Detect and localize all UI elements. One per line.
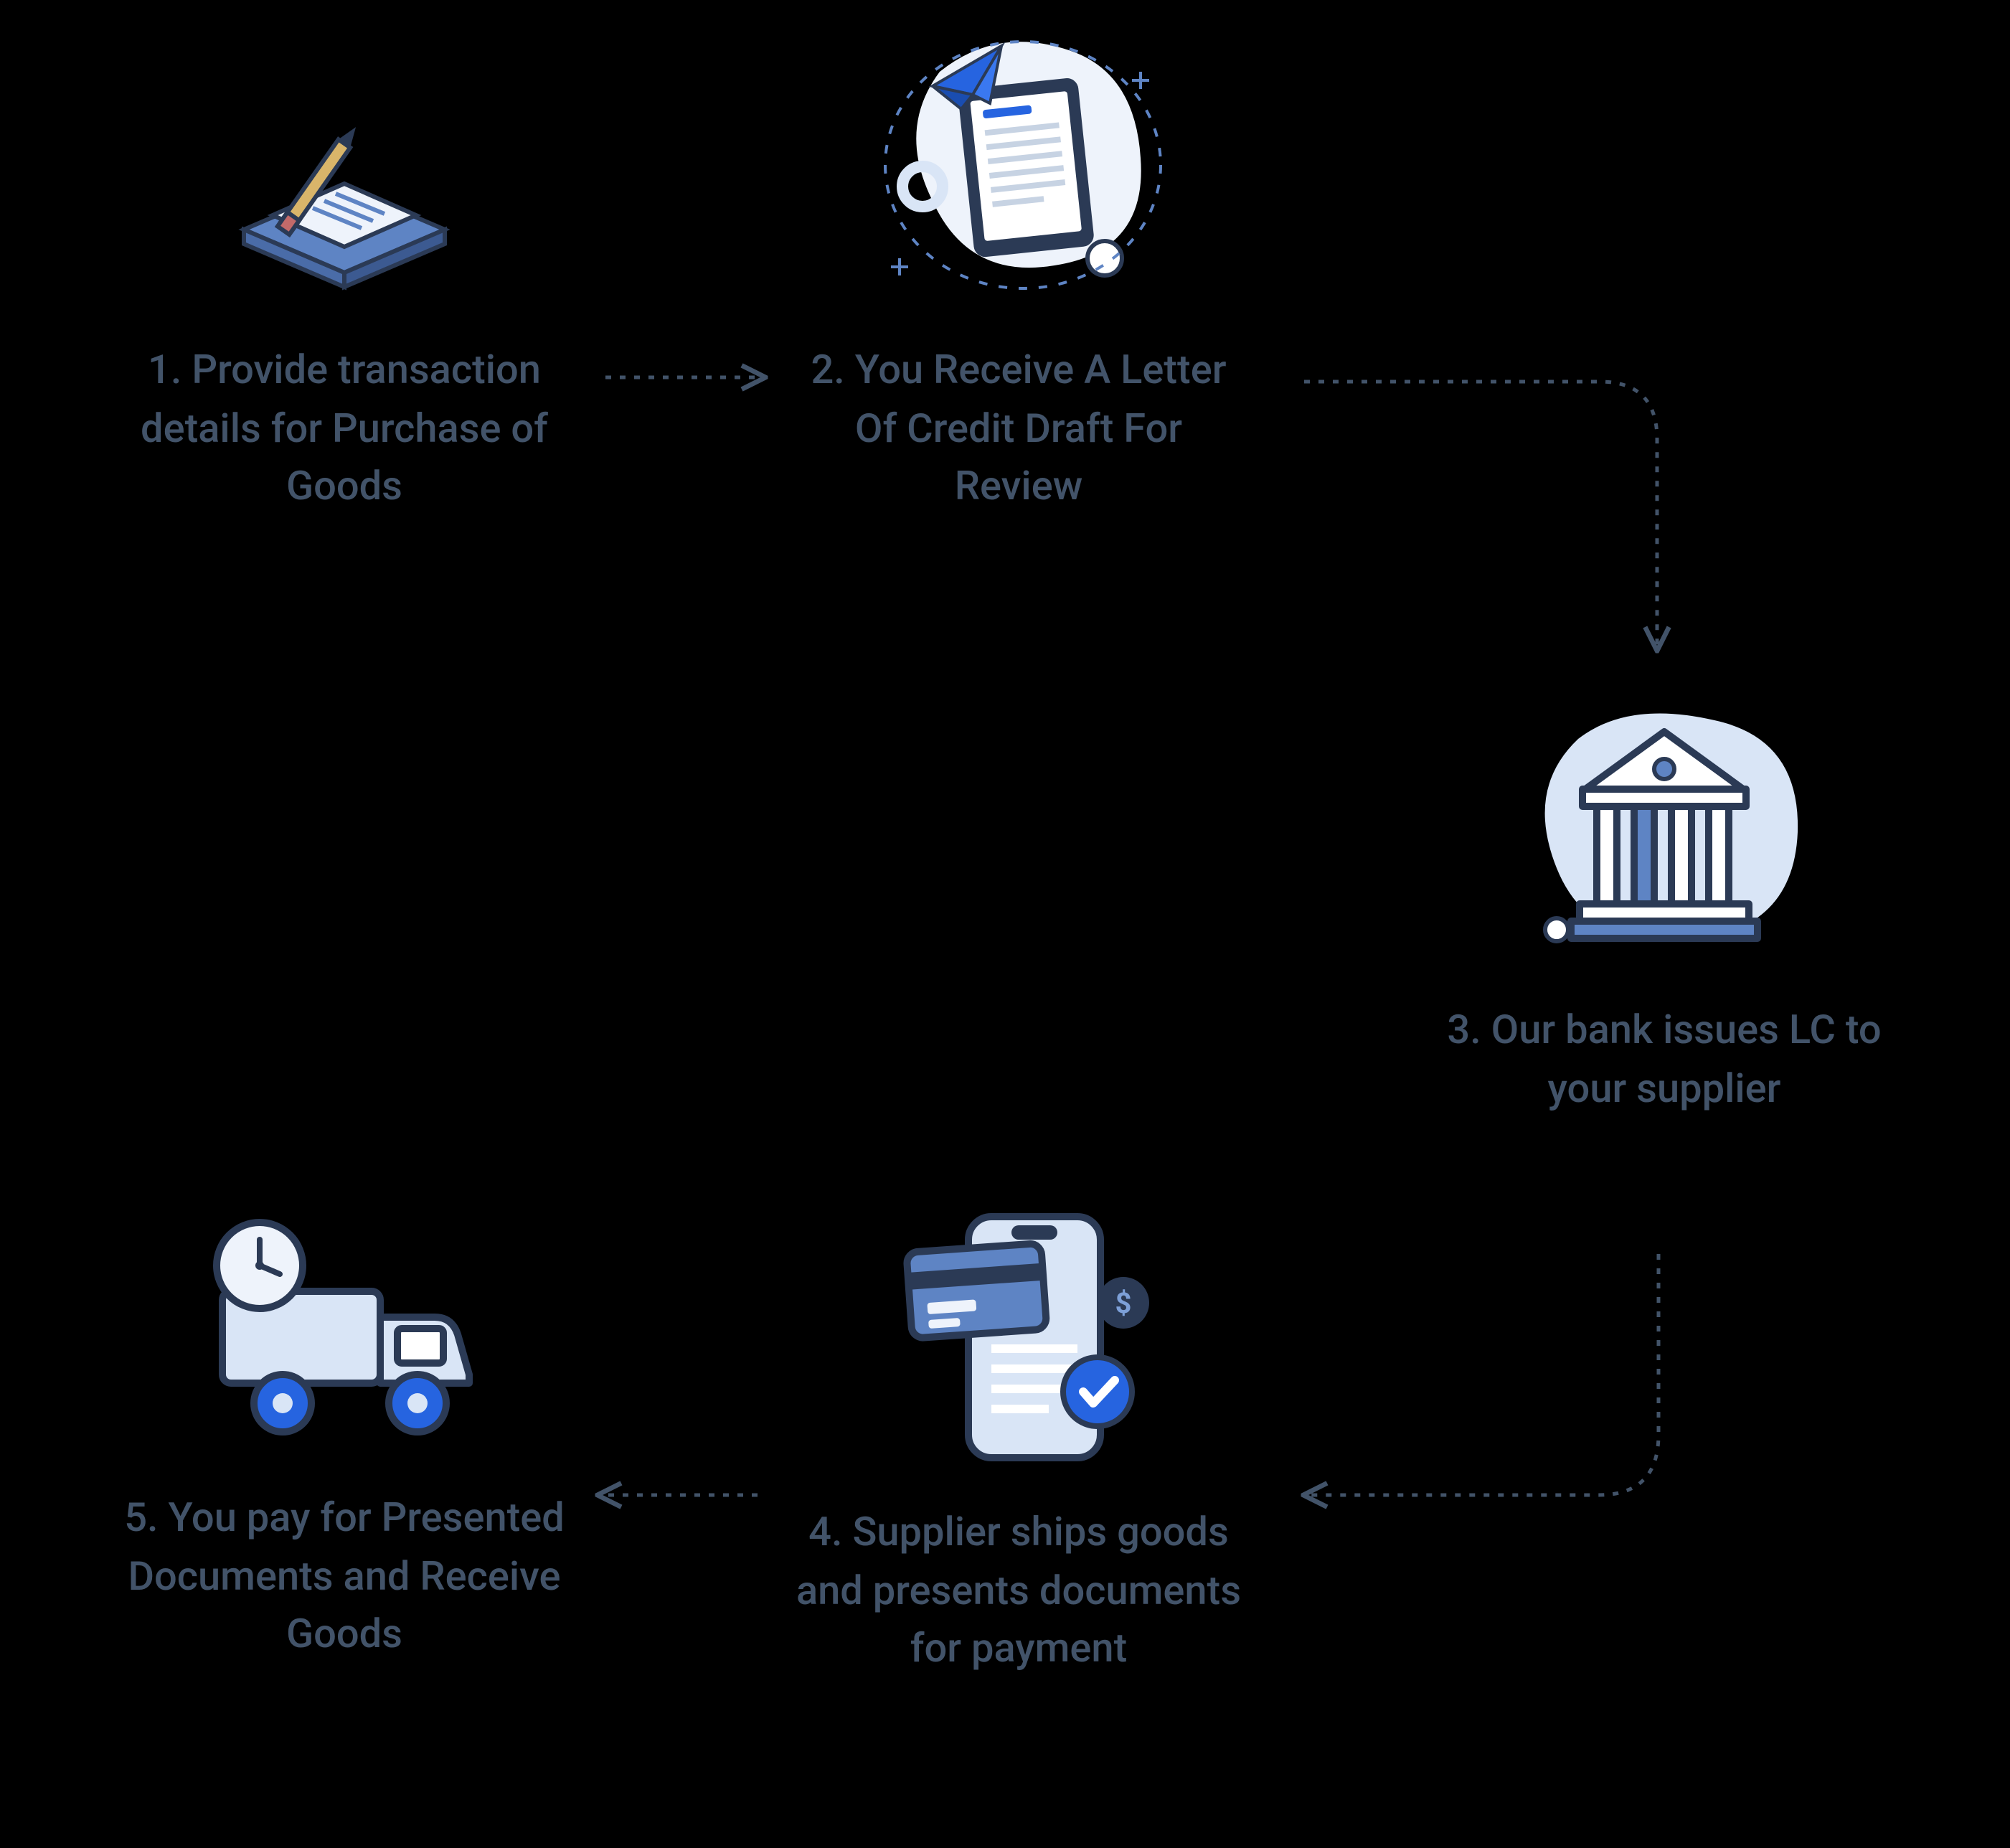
arrow-2-3 (1298, 364, 1700, 666)
arrow-4-5 (588, 1481, 760, 1509)
step-4-label: 4. Supplier ships goods and presents doc… (789, 1504, 1248, 1679)
step-1: 1. Provide transaction details for Purch… (100, 57, 588, 517)
step-5: 5. You pay for Presented Documents and R… (100, 1191, 588, 1664)
phone-card-check-icon: $ (868, 1191, 1169, 1478)
step-4: $ 4. Supplier ships goods and presents d… (775, 1191, 1263, 1679)
step-3: 3. Our bank issues LC to your supplier (1420, 689, 1908, 1118)
truck-clock-icon (194, 1191, 495, 1463)
step-3-label: 3. Our bank issues LC to your supplier (1435, 1001, 1894, 1118)
svg-text:$: $ (1115, 1286, 1132, 1320)
step-2: 2. You Receive A Letter Of Credit Draft … (775, 14, 1263, 517)
arrow-3-4 (1291, 1248, 1693, 1521)
arrow-1-2 (603, 363, 775, 392)
step-5-label: 5. You pay for Presented Documents and R… (115, 1489, 574, 1664)
doc-paperplane-icon (854, 14, 1184, 316)
lc-process-flowchart: 1. Provide transaction details for Purch… (0, 0, 2010, 1848)
step-2-label: 2. You Receive A Letter Of Credit Draft … (789, 341, 1248, 517)
step-1-label: 1. Provide transaction details for Purch… (115, 341, 574, 517)
bank-icon (1499, 689, 1829, 976)
clipboard-pencil-icon (201, 57, 488, 316)
